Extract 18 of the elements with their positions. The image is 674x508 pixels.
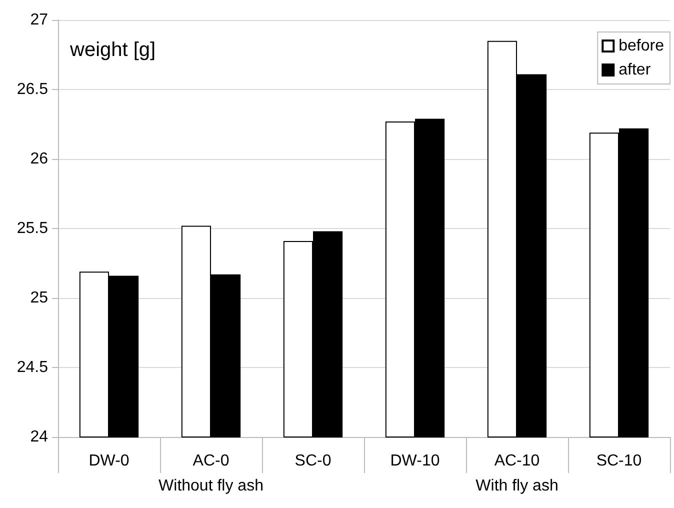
- y-tick-label: 25: [30, 290, 48, 306]
- y-tick-label: 27: [30, 12, 48, 28]
- text: With fly ash: [476, 478, 558, 494]
- x-tick-label: AC-0: [192, 452, 230, 470]
- legend-label: before: [618, 38, 664, 54]
- y-tick-label: 26.5: [16, 81, 48, 98]
- x-tick-label: DW-0: [88, 452, 130, 470]
- y-tick-label: 24: [30, 428, 48, 446]
- x-tick-label: SC-0: [294, 452, 332, 470]
- x-tick-label: DW-10: [390, 452, 440, 470]
- x-tick-label: AC-10: [494, 452, 540, 470]
- text: Without fly ash: [158, 478, 264, 494]
- x-tick-label: SC-10: [596, 452, 642, 470]
- y-axis-title: weight [g]: [69, 39, 156, 61]
- y-tick-label: 26: [30, 150, 48, 168]
- y-tick-label: 25.5: [16, 220, 48, 237]
- legend-label: after: [618, 62, 652, 78]
- y-tick-label: 24.5: [16, 359, 48, 376]
